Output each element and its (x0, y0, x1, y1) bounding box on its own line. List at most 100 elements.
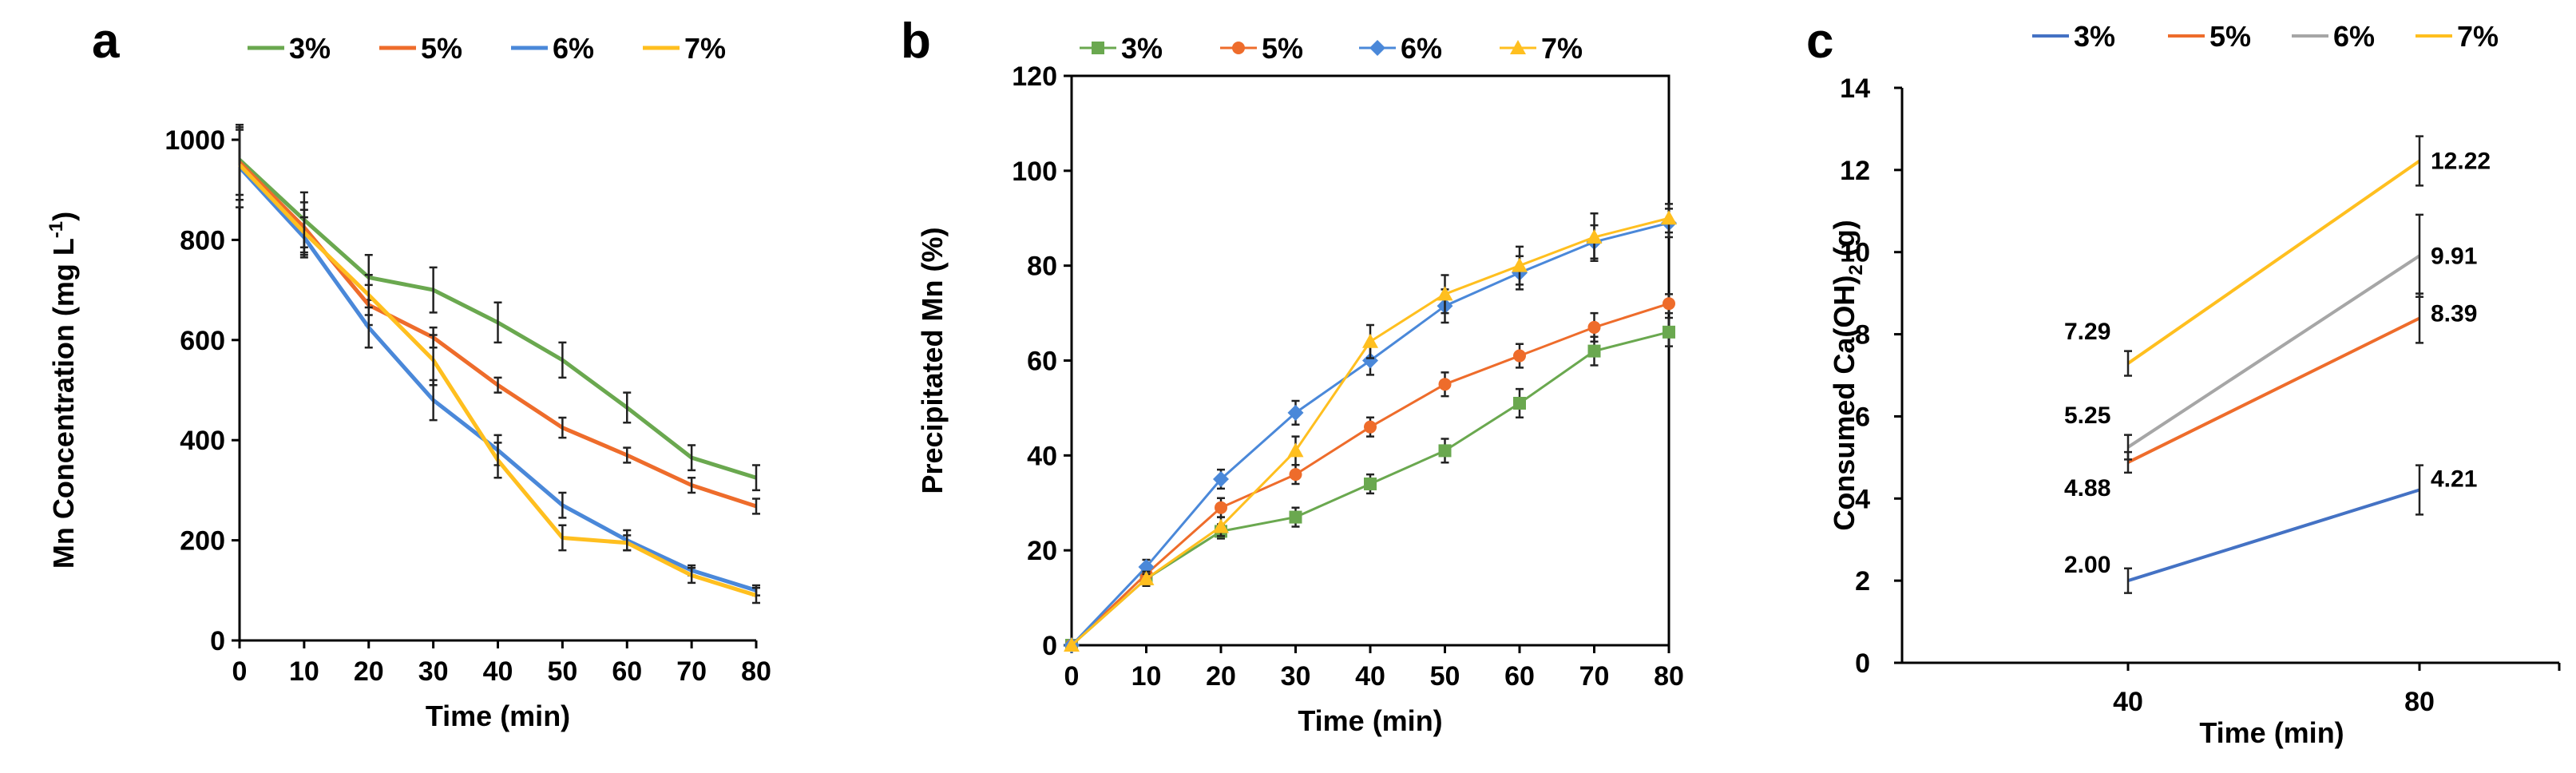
y-tick-label: 12 (1840, 156, 1870, 186)
series-line-6% (2126, 254, 2421, 449)
error-bar (2124, 434, 2132, 461)
x-tick-label: 10 (1131, 661, 1162, 692)
data-label: 12.22 (2431, 149, 2491, 175)
y-tick-label: 120 (1012, 61, 1057, 92)
x-tick-label: 40 (1355, 661, 1385, 692)
x-tick-label: 30 (418, 656, 449, 687)
x-tick-label: 20 (1206, 661, 1236, 692)
error-bar (299, 208, 308, 256)
y-axis-title-main: Precipitated Mn (%) (916, 227, 949, 494)
error-bar (2124, 567, 2132, 594)
series-line-5% (2127, 316, 2420, 464)
y-tick-label: 800 (180, 225, 225, 256)
error-bar (752, 586, 760, 605)
y-tick-label: 600 (180, 326, 225, 356)
series-line-3% (2127, 488, 2420, 583)
error-bar (623, 446, 632, 464)
y-axis-title-subscript: 2 (1845, 264, 1867, 275)
y-tick-label: 0 (1855, 648, 1870, 679)
panel-letter-a: a (92, 14, 120, 69)
error-bar (752, 497, 760, 515)
error-bar (688, 566, 696, 585)
x-tick-label: 30 (1281, 661, 1311, 692)
legend-marker-5% (1232, 42, 1245, 54)
data-point-7% (1512, 257, 1528, 272)
legend-label-3%: 3% (1121, 32, 1163, 65)
y-tick-label: 0 (1042, 631, 1057, 661)
error-bar (493, 442, 502, 479)
data-point-7% (1362, 333, 1378, 348)
data-point-6% (1287, 404, 1304, 421)
legend-label-5%: 5% (1262, 32, 1303, 65)
x-tick-label: 60 (1504, 661, 1535, 692)
y-tick-label: 6 (1855, 402, 1870, 432)
data-point-5% (1364, 420, 1377, 434)
y-tick-label: 8 (1855, 320, 1870, 351)
x-tick-label: 80 (1654, 661, 1684, 692)
y-tick-label: 2 (1855, 566, 1870, 597)
y-tick-label: 10 (1840, 238, 1870, 268)
data-point-7% (1437, 286, 1453, 301)
data-point-3% (1587, 344, 1601, 358)
error-bar (429, 334, 438, 386)
data-point-5% (1587, 320, 1601, 334)
x-axis-title: Time (min) (2199, 716, 2344, 749)
error-bar (558, 524, 567, 552)
x-tick-label: 0 (232, 656, 248, 687)
y-tick-label: 200 (180, 526, 225, 557)
x-tick-label: 40 (2113, 687, 2143, 717)
series-line-7% (2126, 159, 2421, 365)
y-tick-label: 60 (1027, 347, 1057, 377)
data-point-3% (1289, 510, 1302, 524)
error-bar (2124, 350, 2132, 377)
y-tick-label: 100 (1012, 157, 1057, 187)
y-tick-label: 1000 (164, 125, 225, 156)
error-bar (752, 464, 760, 492)
x-axis-title: Time (min) (426, 700, 570, 732)
y-tick-label: 400 (180, 426, 225, 456)
legend-label-6%: 6% (1401, 32, 1442, 65)
error-bar (623, 534, 632, 552)
error-bar (493, 301, 502, 344)
error-bar (2415, 464, 2423, 516)
x-tick-label: 70 (1579, 661, 1610, 692)
error-bar (236, 129, 244, 201)
data-label: 9.91 (2431, 243, 2477, 269)
data-point-7% (1586, 229, 1603, 244)
panel-c-chart: 0 2 4 6 8 10 12 14 40 80 Time (min) Consumed Ca(OH)… (1828, 20, 2561, 749)
data-label: 4.88 (2064, 475, 2110, 501)
error-bar (429, 266, 438, 314)
x-tick-label: 80 (741, 656, 771, 687)
error-bar (364, 274, 373, 316)
y-tick-label: 0 (210, 626, 225, 656)
y-axis-title: Mn Concentration (mg L-1) (46, 212, 80, 569)
legend-label-7%: 7% (1541, 32, 1583, 65)
error-bar (688, 476, 696, 494)
data-label: 8.39 (2431, 301, 2477, 327)
y-axis-title-main: Consumed Ca(OH) (1828, 276, 1861, 531)
y-tick-label: 14 (1840, 73, 1870, 104)
legend-label-6%: 6% (2333, 20, 2375, 53)
y-axis-title-end: ) (47, 212, 80, 221)
x-tick-label: 40 (483, 656, 513, 687)
x-tick-label: 20 (354, 656, 384, 687)
data-label: 7.29 (2064, 319, 2110, 345)
y-tick-label: 80 (1027, 252, 1057, 282)
error-bar (688, 444, 696, 472)
panel-b-chart: 0 20 40 60 80 100 120 0 10 20 30 40 50 60 70 80 Time (mi… (916, 32, 1684, 737)
y-axis-title-superscript: -1 (46, 221, 67, 238)
legend-label-5%: 5% (421, 32, 462, 65)
data-point-5% (1513, 349, 1526, 363)
error-bar (493, 376, 502, 394)
x-tick-label: 0 (1064, 661, 1080, 692)
panel-a-chart: 0 200 400 600 800 1000 0 10 20 30 40 50 60 70 80 Time (… (46, 32, 771, 732)
error-bar (2415, 213, 2423, 299)
data-label: 2.00 (2064, 552, 2110, 578)
error-bar (2415, 135, 2423, 187)
y-tick-label: 20 (1027, 536, 1057, 566)
legend-marker-7% (1510, 40, 1526, 54)
data-point-3% (1438, 444, 1452, 458)
legend-marker-6% (1369, 40, 1385, 56)
data-point-3% (1364, 477, 1377, 490)
